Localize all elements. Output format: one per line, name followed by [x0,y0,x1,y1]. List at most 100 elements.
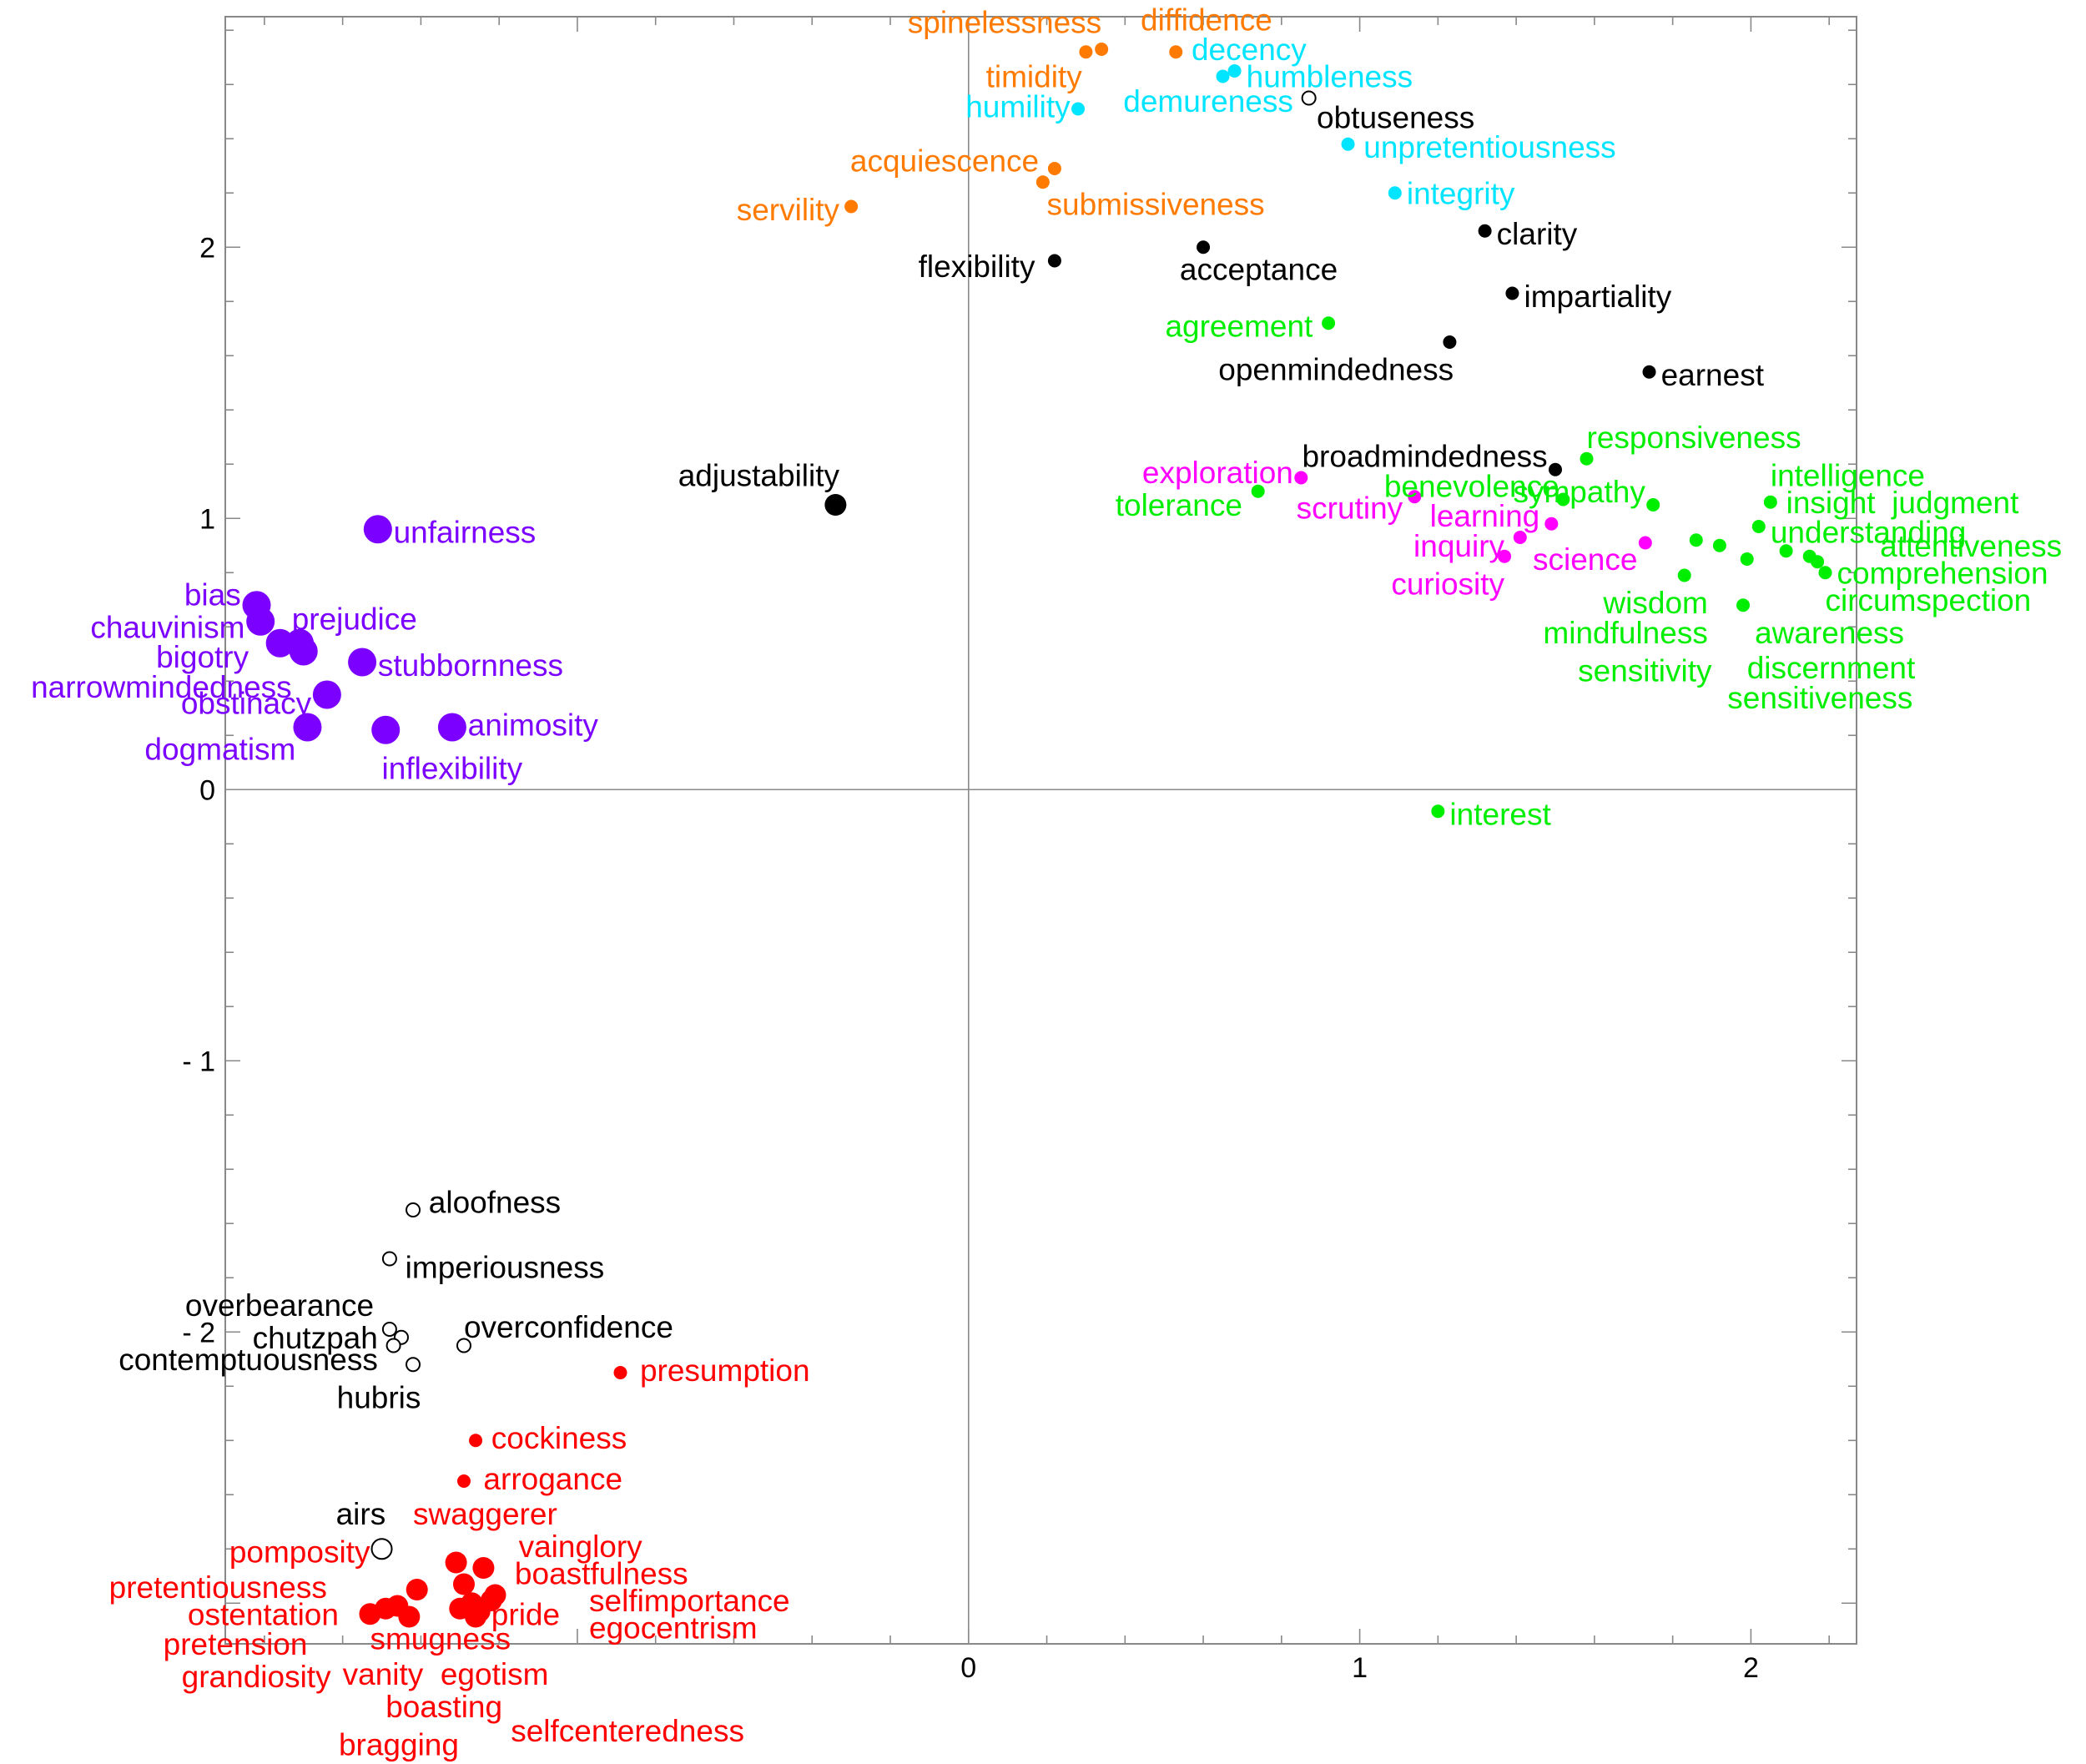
data-point-chauvinism [246,607,275,636]
data-label-inquiry: inquiry [1413,529,1504,563]
data-point-swaggerer [445,1551,467,1574]
data-label-inflexibility: inflexibility [382,751,523,785]
data-label-sensitiveness: sensitiveness [1727,681,1912,715]
data-label-comprehension: comprehension [1837,556,2048,590]
x-tick-label: 2 [1743,1652,1759,1684]
data-label-chauvinism: chauvinism [90,610,244,644]
data-label-unpretentiousness: unpretentiousness [1363,130,1615,164]
data-label-egotism: egotism [441,1657,549,1691]
data-label-overconfidence: overconfidence [464,1310,673,1344]
data-point-understanding [1751,520,1766,533]
data-label-learning: learning [1430,499,1540,533]
data-label-bragging: bragging [339,1727,459,1761]
data-point-circumspection [1811,555,1825,569]
data-label-dogmatism: dogmatism [144,733,295,767]
plot-frame [224,16,1857,1645]
data-label-sensitivity: sensitivity [1578,653,1712,688]
data-point-demureness [1301,90,1317,106]
data-label-attentiveness: attentiveness [1880,529,2062,563]
data-point-agreement [1322,316,1336,330]
data-label-bigotry: bigotry [156,640,249,674]
data-point-adjustability [824,494,847,516]
data-label-decency: decency [1192,33,1307,67]
data-point-benevolence [1556,492,1570,507]
data-label-stubbornness: stubbornness [378,648,563,683]
data-point-inquiry [1513,531,1527,544]
data-label-boasting: boasting [385,1690,502,1724]
x-tick-label: 0 [960,1652,976,1684]
data-point-airs [370,1538,393,1560]
data-point-inflexibility [371,715,401,744]
data-point-discernment [1779,544,1793,558]
data-point-impartiality [1505,286,1519,300]
data-point-clarity [1478,224,1492,238]
data-points [242,43,1832,1628]
data-point-comprehension [1818,566,1832,580]
data-label-obstinacy: obstinacy [181,686,312,720]
data-label-pomposity: pomposity [229,1535,370,1570]
data-label-bias: bias [184,577,241,612]
data-label-diffidence: diffidence [1141,3,1272,37]
data-point-imperiousness [381,1251,397,1267]
data-label-mindfulness: mindfulness [1543,616,1707,650]
data-label-acceptance: acceptance [1180,252,1338,286]
data-label-agreement: agreement [1165,310,1313,344]
data-point-dogmatism [293,713,322,742]
data-point-aloofness [406,1202,421,1217]
data-label-awareness: awareness [1755,616,1904,650]
data-point-wisdom [1689,533,1703,547]
data-label-arrogance: arrogance [483,1462,622,1496]
data-point-pomposity [406,1579,428,1600]
data-label-vanity: vanity [343,1657,424,1691]
data-point-hubris [406,1357,421,1373]
data-label-vainglory: vainglory [519,1530,643,1564]
data-point-narrowmindedness [289,637,318,666]
data-label-unfairness: unfairness [394,516,537,550]
data-label-science: science [1533,542,1637,577]
data-point-decency [1216,69,1230,83]
data-point-exploration [1294,471,1308,485]
data-label-servility: servility [737,193,840,227]
data-point-servility [844,199,859,214]
data-point-sensitiveness [1740,552,1754,566]
data-point-submissiveness [1035,175,1050,189]
data-label-humbleness: humbleness [1247,60,1413,94]
data-label-pride: pride [491,1597,560,1631]
data-label-benevolence: benevolence [1384,469,1559,503]
data-label-imperiousness: imperiousness [406,1250,605,1284]
data-point-responsiveness [1580,451,1594,466]
data-labels: spinelessness diffidencetimiditydecencyhu… [31,3,2062,1761]
data-label-humility: humility [965,89,1071,123]
data-label-cockiness: cockiness [491,1421,627,1455]
data-label-grandiosity: grandiosity [182,1660,331,1694]
data-label-submissiveness: submissiveness [1047,187,1265,221]
data-point-diffidence [1169,45,1183,59]
data-label-discernment: discernment [1747,651,1916,685]
data-point-stubbornness [348,648,377,677]
data-point-awareness [1736,598,1751,612]
data-label-presumption: presumption [640,1353,810,1388]
data-point-unfairness [363,515,392,544]
data-label-wisdom: wisdom [1602,586,1707,620]
data-label-pretentiousness: pretentiousness [109,1570,327,1605]
data-point-earnest [1642,365,1656,379]
data-point-openmindedness [1443,335,1457,349]
data-label-sympathy: sympathy [1513,475,1645,509]
data-label-clarity: clarity [1497,217,1578,251]
data-point-arrogance [456,1474,471,1488]
axis-ticks [225,17,1857,1644]
data-point-cockiness [469,1434,483,1448]
data-point-overconfidence [456,1338,471,1353]
data-label-pretension: pretension [164,1627,308,1661]
data-label-overbearance: overbearance [185,1288,374,1323]
data-point-intelligence [1763,495,1777,509]
y-tick-label: 0 [199,774,215,806]
data-point-acquiescence [1047,162,1061,175]
y-tick-label: - 2 [182,1317,215,1348]
data-label-judgment: judgment [1891,486,2019,520]
data-label-scrutiny: scrutiny [1297,491,1403,525]
y-tick-label: 1 [199,503,215,535]
data-label-integrity: integrity [1407,176,1515,210]
data-label-curiosity: curiosity [1391,567,1504,601]
